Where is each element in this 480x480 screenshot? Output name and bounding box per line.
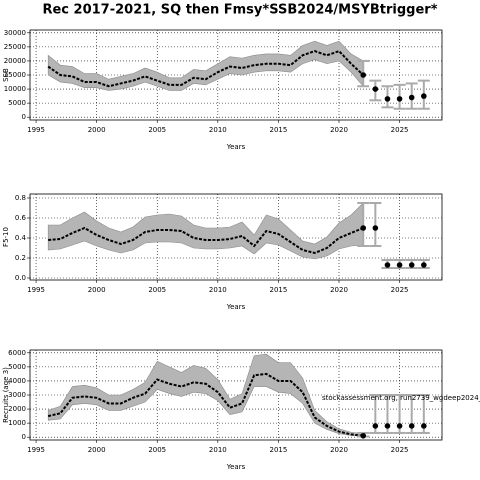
point: [360, 432, 367, 439]
y-tick-label: 10000: [4, 85, 26, 93]
point: [408, 423, 415, 429]
point: [421, 423, 427, 429]
y-tick-label: 0.2: [15, 254, 26, 262]
x-tick-label: 2015: [269, 446, 287, 454]
y-tick-label: 6000: [8, 349, 26, 357]
x-axis-label: Years: [226, 463, 246, 471]
y-tick-label: 5000: [8, 363, 26, 371]
x-tick-label: 2015: [269, 286, 287, 294]
y-tick-label: 0: [22, 113, 26, 121]
y-tick-label: 20000: [4, 57, 26, 65]
x-tick-label: 2005: [148, 446, 166, 454]
x-tick-label: 2025: [391, 446, 409, 454]
x-tick-label: 2000: [88, 126, 106, 134]
y-tick-label: 0.6: [15, 214, 27, 222]
y-tick-label: 30000: [4, 29, 26, 37]
y-tick-label: 4000: [8, 377, 26, 385]
point: [360, 72, 367, 78]
x-tick-label: 2020: [330, 446, 348, 454]
point: [372, 86, 379, 92]
x-tick-label: 2010: [209, 446, 227, 454]
annotation: stockassessment.org, run2739_wgdeep2024_…: [322, 394, 480, 402]
x-tick-label: 2020: [330, 286, 348, 294]
point: [360, 225, 367, 231]
point: [421, 93, 427, 99]
x-tick-label: 1995: [27, 126, 45, 134]
y-axis-label: F5-10: [2, 227, 10, 247]
y-axis-label: Recruits (age 3): [2, 367, 10, 423]
point: [396, 262, 403, 268]
y-tick-label: 25000: [4, 43, 26, 51]
point: [372, 225, 379, 231]
x-tick-label: 2005: [148, 126, 166, 134]
y-tick-label: 1000: [8, 419, 26, 427]
y-tick-label: 0.4: [15, 234, 27, 242]
x-tick-label: 1995: [27, 446, 45, 454]
point: [384, 423, 391, 429]
point: [384, 262, 391, 268]
y-tick-label: 0: [22, 433, 26, 441]
x-tick-label: 2010: [209, 286, 227, 294]
x-tick-label: 2025: [391, 286, 409, 294]
y-tick-label: 0.8: [15, 194, 26, 202]
plot-frame: [29, 349, 443, 441]
y-tick-label: 15000: [4, 71, 26, 79]
point: [384, 96, 391, 102]
x-tick-label: 2000: [88, 446, 106, 454]
plot-frame: [29, 29, 443, 121]
chart-title: Rec 2017-2021, SQ then Fmsy*SSB2024/MSYB…: [42, 3, 437, 18]
x-axis-label: Years: [226, 143, 246, 151]
point: [421, 262, 427, 268]
x-tick-label: 2000: [88, 286, 106, 294]
y-tick-label: 3000: [8, 391, 26, 399]
point: [396, 96, 403, 102]
y-axis-label: SSB: [2, 68, 10, 82]
y-tick-label: 0.0: [15, 274, 26, 282]
x-tick-label: 2015: [269, 126, 287, 134]
line: [47, 372, 364, 437]
line: [47, 49, 364, 88]
point: [372, 423, 379, 429]
point: [408, 262, 415, 268]
x-tick-label: 2005: [148, 286, 166, 294]
point: [396, 423, 403, 429]
plot-frame: [29, 193, 443, 281]
x-tick-label: 1995: [27, 286, 45, 294]
y-tick-label: 2000: [8, 405, 26, 413]
y-tick-label: 5000: [8, 99, 26, 107]
point: [408, 94, 415, 101]
x-tick-label: 2010: [209, 126, 227, 134]
x-tick-label: 2020: [330, 126, 348, 134]
x-axis-label: Years: [226, 303, 246, 311]
line: [48, 226, 364, 255]
x-tick-label: 2025: [391, 126, 409, 134]
